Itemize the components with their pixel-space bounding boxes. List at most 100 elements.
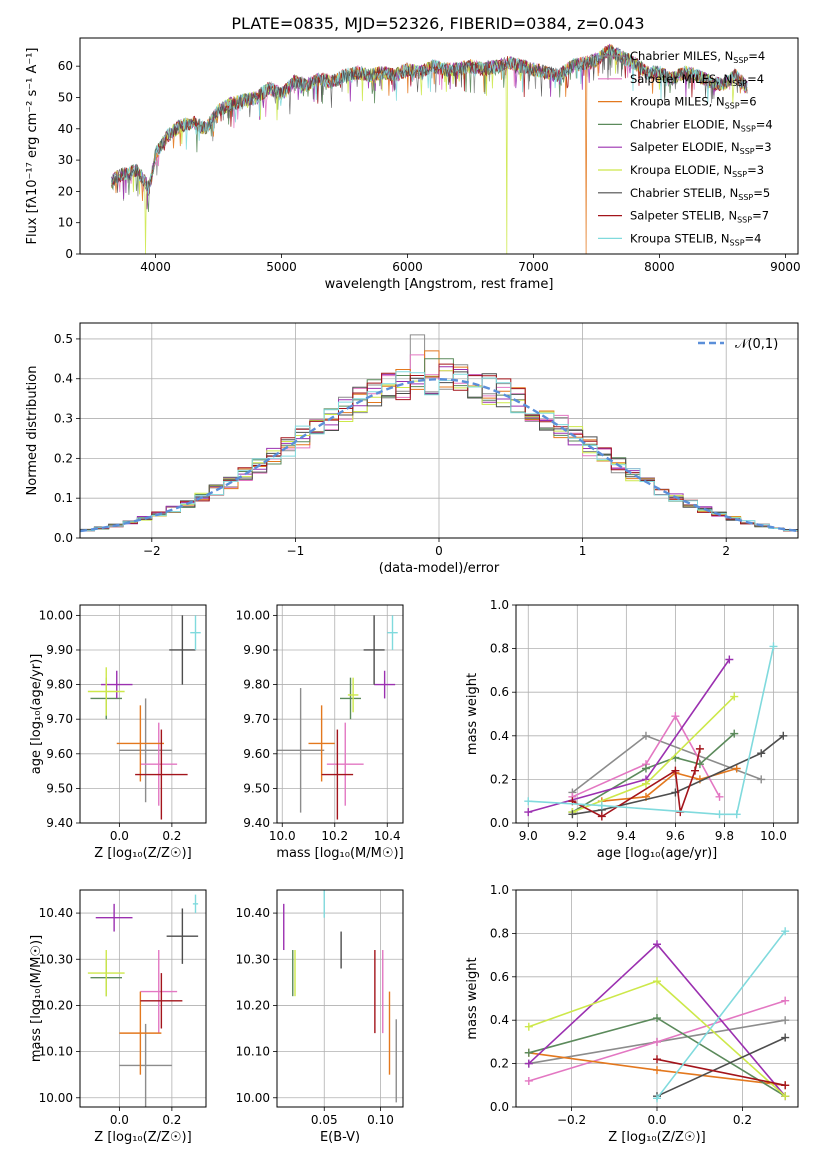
- plot-area: [524, 927, 790, 1103]
- axes-frame: [515, 604, 799, 824]
- x-tick-label: 9.2: [568, 829, 587, 843]
- y-tick-label: 60: [58, 59, 73, 73]
- weight-marker: [597, 812, 606, 821]
- figure-title: PLATE=0835, MJD=52326, FIBERID=0384, z=0…: [231, 14, 644, 33]
- legend-nssp-prefix: , N: [709, 95, 725, 109]
- y-tick-label: 10.00: [39, 1091, 73, 1105]
- x-tick-label: 0.05: [311, 1113, 338, 1127]
- weight-marker: [757, 749, 766, 758]
- legend-nssp-eq: =: [753, 186, 763, 200]
- legend-nssp-value: 4: [765, 117, 772, 131]
- x-tick-label: 2: [722, 544, 730, 558]
- legend-label: Chabrier STELIB, NSSP=5: [630, 186, 770, 202]
- axes-frame: [276, 889, 404, 1108]
- legend-label: Salpeter ELODIE, NSSP=3: [630, 140, 772, 156]
- plot-area: [277, 615, 398, 820]
- x-axis-label: E(B-V): [320, 1130, 360, 1145]
- y-tick-label: 0.8: [490, 926, 509, 940]
- weight-marker: [781, 996, 790, 1005]
- legend-nssp-value: 4: [757, 72, 764, 86]
- weight-marker: [641, 764, 650, 773]
- x-tick-label: 5000: [266, 260, 297, 274]
- y-tick-label: 0.2: [490, 772, 509, 786]
- age_vs_Z-axes: 0.0 0.2 9.40 9.50 9.60 9.70 9.80 9.90 10.00 Z [lo…: [29, 604, 207, 861]
- grid: [80, 890, 206, 1107]
- weight-marker: [641, 731, 650, 740]
- y-tick-label: 1.0: [490, 598, 509, 612]
- weight-marker: [524, 1076, 533, 1085]
- weight_vs_Z-axes: −0.2 0.0 0.2 0.0 0.2 0.4 0.6 0.8 1.0 Z [log₁₀(Z/Z…: [465, 883, 799, 1145]
- legend-model-name: Kroupa MILES: [630, 95, 709, 109]
- y-tick-label: 0.0: [54, 531, 73, 545]
- weight-marker: [524, 1048, 533, 1057]
- weight-marker: [671, 766, 680, 775]
- y-tick-label: 10.30: [39, 952, 73, 966]
- y-tick-label: 9.90: [46, 643, 73, 657]
- weight-marker: [524, 797, 533, 806]
- weight-line: [656, 1036, 786, 1097]
- x-tick-label: 0.0: [110, 829, 129, 843]
- legend-model-name: Salpeter MILES: [630, 72, 716, 86]
- histogram-step: [80, 363, 798, 532]
- weight-marker: [641, 779, 650, 788]
- legend-nssp-eq: =: [745, 231, 755, 245]
- legend-nssp-eq: =: [747, 72, 757, 86]
- weight-marker: [757, 775, 766, 784]
- mass_vs_ebv-axes: 0.05 0.10 10.00 10.10 10.20 10.30 10.40 E(B-V): [236, 889, 404, 1145]
- weight-marker: [732, 764, 741, 773]
- y-tick-label: 0.8: [490, 642, 509, 656]
- spectrum-axes: 4000 5000 6000 7000 8000 9000 0 10 20 30 40 50 60 wav…: [25, 37, 801, 292]
- weight-marker: [653, 977, 661, 986]
- spectrum-line: [111, 45, 748, 193]
- x-tick-label: 9000: [770, 260, 801, 274]
- mass_vs_Z-axes: 0.0 0.2 10.00 10.10 10.20 10.30 10.40 Z [log₁₀(…: [29, 889, 207, 1145]
- x-tick-label: 0.2: [162, 1113, 181, 1127]
- y-tick-label: 0.3: [54, 412, 73, 426]
- weight-line: [656, 1058, 786, 1087]
- plot-area: [87, 894, 199, 1107]
- plot-area: [80, 334, 798, 533]
- legend-nssp-subscript: SSP: [732, 170, 747, 179]
- legend-nssp-prefix: , N: [721, 209, 737, 223]
- y-tick-label: 9.40: [243, 816, 270, 830]
- x-tick-label: 0.0: [647, 1113, 666, 1127]
- weight_vs_age-axes: 9.0 9.2 9.4 9.6 9.8 10.0 0.0 0.2 0.4 0.6 0.8 1.0 age…: [465, 598, 799, 861]
- weight-marker: [725, 655, 734, 664]
- plot-area: [87, 615, 201, 820]
- legend-nssp-subscript: SSP: [730, 238, 745, 247]
- y-tick-label: 10.30: [236, 952, 270, 966]
- axes-frame: [79, 604, 207, 824]
- y-tick-label: 0.4: [490, 1013, 509, 1027]
- residuals-axes: −2 −1 0 1 2 0.0 0.1 0.2 0.3 0.4 0.5 (data-model)/er…: [25, 322, 799, 576]
- weight-marker: [779, 731, 788, 740]
- legend-nssp-subscript: SSP: [725, 102, 740, 111]
- grid: [277, 890, 403, 1107]
- y-tick-label: 20: [58, 184, 73, 198]
- legend-nssp-eq: =: [748, 49, 758, 63]
- y-tick-label: 0: [65, 247, 73, 261]
- y-tick-label: 0.2: [54, 451, 73, 465]
- legend-model-name: Salpeter ELODIE: [630, 140, 724, 154]
- x-tick-label: 0.2: [162, 829, 181, 843]
- legend-nssp-eq: =: [752, 209, 762, 223]
- y-tick-label: 10.20: [236, 998, 270, 1012]
- legend-nssp-subscript: SSP: [741, 124, 756, 133]
- y-tick-label: 10.00: [236, 608, 270, 622]
- plot-area: [111, 43, 748, 254]
- y-tick-label: 50: [58, 90, 73, 104]
- plot-area: [524, 642, 788, 821]
- y-tick-label: 0.0: [490, 1100, 509, 1114]
- weight-marker: [781, 1092, 790, 1101]
- legend-nssp-eq: =: [747, 163, 757, 177]
- x-axis-label: Z [log₁₀(Z/Z☉)]: [94, 846, 191, 861]
- y-tick-label: 10.10: [39, 1045, 73, 1059]
- weight-marker: [715, 810, 724, 819]
- y-axis-label: mass [log₁₀(M/M☉)]: [29, 935, 44, 1062]
- axes-frame: [276, 604, 404, 824]
- x-tick-label: 9.6: [666, 829, 685, 843]
- y-tick-label: 9.70: [46, 712, 73, 726]
- legend-nssp-value: 7: [762, 209, 769, 223]
- legend-model-name: Chabrier STELIB: [630, 186, 722, 200]
- y-tick-label: 9.90: [243, 643, 270, 657]
- legend-model-name: Chabrier MILES: [630, 49, 717, 63]
